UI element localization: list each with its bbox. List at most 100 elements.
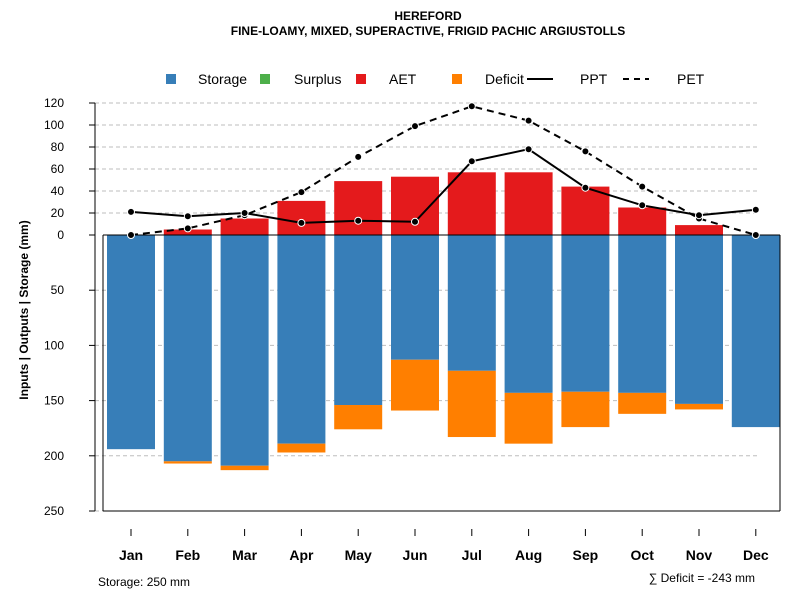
ppt-line-point [297,218,306,227]
ppt-line-point [581,183,590,192]
ppt-line-point [524,145,533,154]
pet-line-point [524,116,533,125]
y-tick-label: 100 [44,338,64,352]
deficit-bar [504,392,553,444]
aet-bar [334,181,383,235]
y-tick-label: 200 [44,449,64,463]
storage-bar [163,235,212,462]
series-lines [127,102,760,239]
aet-bar [675,225,723,235]
deficit-bar [277,443,326,453]
ppt-line-point [240,209,249,217]
y-tick-label: 250 [44,504,64,518]
x-axis: Jan Feb Mar Apr May Jun Jul Aug Sep Oct Nov Dec [119,529,769,563]
storage-legend-swatch [166,74,176,84]
deficit-bar [163,461,212,464]
ppt-line-point [751,205,760,214]
y-axis: 0 20 40 60 80 100 120 50 100 150 200 250 [44,96,96,518]
deficit-note: ∑ Deficit = -243 mm [649,571,755,585]
x-tick-label: Jul [462,547,482,563]
deficit-bar [391,359,439,411]
surplus-legend-label: Surplus [294,71,341,87]
y-tick-label: 20 [51,206,65,220]
storage-bar [504,235,553,393]
storage-bar [107,235,155,450]
ppt-line-point [354,216,363,225]
ppt-line-point [695,211,703,220]
pet-line-point [581,147,590,156]
x-tick-label: Sep [573,547,599,563]
pet-line-point [183,224,192,233]
pet-legend-label: PET [677,71,705,87]
storage-bar [277,235,326,444]
y-tick-label: 80 [51,140,65,154]
deficit-bar [675,403,723,410]
y-tick-label: 120 [44,96,64,110]
deficit-bar [334,405,383,430]
x-tick-label: Jun [403,547,428,563]
x-tick-label: Nov [686,547,713,563]
pet-line-point [127,231,135,239]
aet-bar [618,207,667,235]
pet-line-point [751,231,760,239]
storage-bar [618,235,667,393]
storage-bar [561,235,610,392]
deficit-bar [618,392,667,414]
chart-subtitle: FINE-LOAMY, MIXED, SUPERACTIVE, FRIGID P… [231,24,625,38]
y-axis-label: Inputs | Outputs | Storage (mm) [17,220,31,399]
y-tick-label: 100 [44,118,64,132]
legend: Storage Surplus AET Deficit PPT PET [166,71,705,87]
pet-line-point [411,122,419,131]
x-tick-label: Feb [175,547,200,563]
y-tick-label: 60 [51,162,65,176]
plot-frame [102,234,781,512]
storage-bar [391,235,439,360]
storage-bar [220,235,269,466]
aet-bar [504,172,553,235]
aet-bar [561,186,610,235]
x-tick-label: Jan [119,547,143,563]
storage-legend-label: Storage [198,71,247,87]
deficit-legend-label: Deficit [485,71,524,87]
aet-legend-label: AET [389,71,417,87]
surplus-legend-swatch [260,74,270,84]
storage-bar [334,235,383,406]
ppt-line [130,148,756,224]
ppt-legend-label: PPT [580,71,608,87]
chart-title: HEREFORD [394,9,462,23]
x-tick-label: May [345,547,372,563]
pet-line [130,105,757,236]
storage-bar [731,235,780,428]
deficit-bar [447,370,496,438]
pet-line-point [638,182,647,191]
pet-line-point [354,152,363,161]
pet-line-point [297,188,306,197]
ppt-line-point [183,212,192,221]
deficit-legend-swatch [452,74,462,84]
y-tick-label: 150 [44,394,64,408]
aet-bar [220,218,269,235]
x-tick-label: Dec [743,547,769,563]
storage-bar [447,235,496,371]
ppt-line-point [638,201,647,210]
storage-bar [675,235,723,404]
bars [107,172,780,471]
aet-bar [391,176,439,235]
pet-line-point [467,102,476,111]
ppt-line-point [127,207,135,216]
aet-legend-swatch [356,74,366,84]
deficit-bar [561,391,610,428]
ppt-line-point [411,217,419,226]
x-tick-label: Mar [232,547,257,563]
aet-bar [447,172,496,235]
x-tick-label: Oct [631,547,655,563]
y-tick-label: 40 [51,184,65,198]
y-tick-label: 0 [57,228,64,242]
x-tick-label: Apr [289,547,314,563]
storage-note: Storage: 250 mm [98,575,190,589]
x-tick-label: Aug [515,547,542,563]
y-tick-label: 50 [51,283,65,297]
aet-bar [277,200,326,235]
ppt-line-point [467,157,476,166]
